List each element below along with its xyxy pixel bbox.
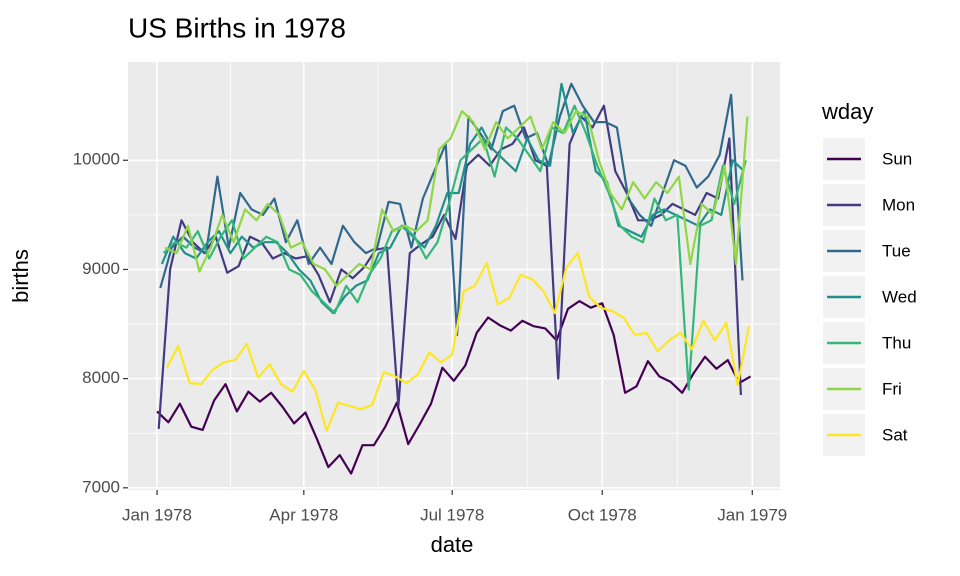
- x-tick-label: Apr 1978: [269, 505, 338, 524]
- y-axis-label: births: [8, 249, 33, 303]
- chart-title: US Births in 1978: [128, 12, 346, 43]
- x-tick-label: Jan 1979: [717, 505, 787, 524]
- y-tick-label: 10000: [73, 150, 120, 169]
- legend-label: Tue: [882, 241, 911, 260]
- legend-label: Thu: [882, 333, 911, 352]
- y-tick-label: 7000: [82, 477, 120, 496]
- y-tick-label: 8000: [82, 368, 120, 387]
- legend-label: Mon: [882, 195, 915, 214]
- legend-label: Wed: [882, 287, 917, 306]
- x-tick-label: Oct 1978: [568, 505, 637, 524]
- series-line: [159, 82, 744, 337]
- legend-title: wday: [821, 99, 873, 124]
- series-line: [164, 110, 749, 287]
- series-line: [156, 300, 752, 475]
- x-axis-label: date: [431, 532, 474, 557]
- legend-label: Sun: [882, 149, 912, 168]
- legend-label: Fri: [882, 379, 902, 398]
- x-tick-label: Jul 1978: [420, 505, 484, 524]
- legend-label: Sat: [882, 425, 908, 444]
- series-line: [165, 252, 751, 433]
- y-tick-label: 9000: [82, 259, 120, 278]
- x-tick-label: Jan 1978: [122, 505, 192, 524]
- series-line: [162, 104, 747, 391]
